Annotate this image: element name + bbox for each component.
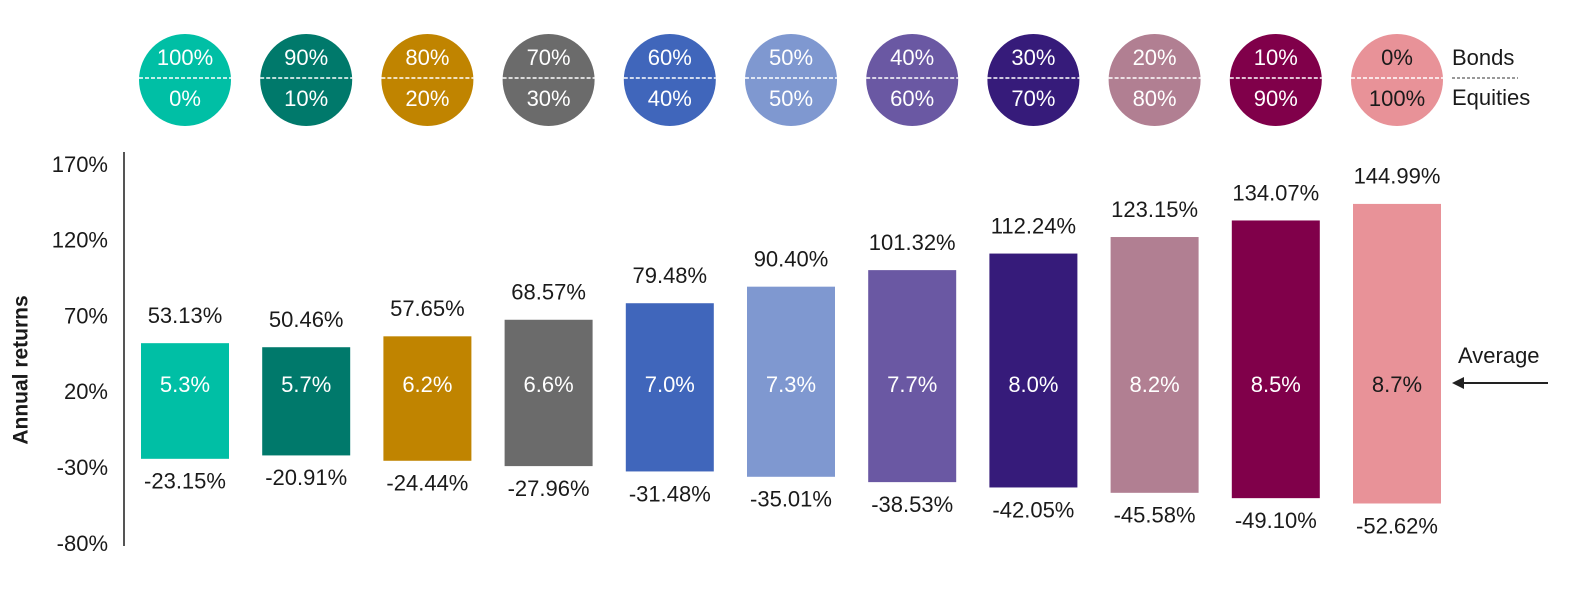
bonds-label: 30% xyxy=(1011,45,1055,70)
equities-label: 10% xyxy=(284,86,328,111)
allocation-circle xyxy=(381,34,474,126)
bar xyxy=(1353,203,1441,504)
max-label: 134.07% xyxy=(1232,180,1319,205)
min-label: -31.48% xyxy=(629,481,711,506)
bar xyxy=(1110,237,1199,493)
average-value: 7.3% xyxy=(766,372,816,397)
average-value: 6.6% xyxy=(524,372,574,397)
y-tick-label: 70% xyxy=(64,303,108,328)
max-label: 50.46% xyxy=(269,307,344,332)
equities-label: 50% xyxy=(769,86,813,111)
bonds-label: 20% xyxy=(1133,45,1177,70)
average-value: 8.5% xyxy=(1251,372,1301,397)
average-value: 5.3% xyxy=(160,372,210,397)
min-label: -42.05% xyxy=(992,497,1074,522)
average-value: 8.0% xyxy=(1008,372,1058,397)
y-tick-label: -80% xyxy=(57,531,108,556)
y-tick-label: 170% xyxy=(52,152,108,177)
max-label: 123.15% xyxy=(1111,197,1198,222)
y-axis-label: Annual returns xyxy=(10,295,33,444)
max-label: 101.32% xyxy=(869,230,956,255)
average-label: Average xyxy=(1458,343,1540,368)
equities-label: 60% xyxy=(890,86,934,111)
bar xyxy=(504,319,593,467)
bonds-label: 80% xyxy=(405,45,449,70)
allocation-circle xyxy=(502,34,595,126)
min-label: -27.96% xyxy=(508,476,590,501)
bar xyxy=(868,270,957,483)
equities-label: 100% xyxy=(1369,86,1425,111)
bonds-label: 0% xyxy=(1381,45,1413,70)
min-label: -38.53% xyxy=(871,492,953,517)
bonds-label: 60% xyxy=(648,45,692,70)
bonds-label: 100% xyxy=(157,45,213,70)
equities-label: 0% xyxy=(169,86,201,111)
average-value: 5.7% xyxy=(281,372,331,397)
min-label: -24.44% xyxy=(386,471,468,496)
bar xyxy=(1231,220,1320,499)
legend-equities: Equities xyxy=(1452,85,1530,110)
average-value: 7.0% xyxy=(645,372,695,397)
bar xyxy=(141,343,229,459)
equities-label: 20% xyxy=(405,86,449,111)
equities-label: 70% xyxy=(1011,86,1055,111)
max-label: 53.13% xyxy=(148,303,223,328)
max-label: 144.99% xyxy=(1354,164,1441,189)
max-label: 79.48% xyxy=(632,263,707,288)
allocation-circle xyxy=(1108,34,1201,126)
allocation-circle xyxy=(745,34,837,126)
allocation-circle xyxy=(623,34,716,126)
bonds-label: 70% xyxy=(527,45,571,70)
bonds-label: 40% xyxy=(890,45,934,70)
max-label: 68.57% xyxy=(511,280,586,305)
y-tick-label: 120% xyxy=(52,228,108,253)
min-label: -45.58% xyxy=(1114,503,1196,528)
bar xyxy=(383,336,472,461)
equities-label: 90% xyxy=(1254,86,1298,111)
allocation-circle xyxy=(866,34,959,126)
legend-bonds: Bonds xyxy=(1452,45,1514,70)
max-label: 90.40% xyxy=(754,246,829,271)
equities-label: 80% xyxy=(1133,86,1177,111)
bar xyxy=(989,253,1078,488)
allocation-circle xyxy=(1351,34,1443,126)
bar xyxy=(262,347,351,456)
min-label: -20.91% xyxy=(265,465,347,490)
bonds-label: 90% xyxy=(284,45,328,70)
bonds-label: 50% xyxy=(769,45,813,70)
average-value: 8.7% xyxy=(1372,372,1422,397)
y-tick-label: 20% xyxy=(64,379,108,404)
allocation-circle xyxy=(139,34,231,126)
allocation-circle xyxy=(987,34,1080,126)
equities-label: 40% xyxy=(648,86,692,111)
max-label: 57.65% xyxy=(390,296,465,321)
allocation-circle xyxy=(1229,34,1322,126)
min-label: -23.15% xyxy=(144,469,226,494)
bar xyxy=(625,303,714,472)
min-label: -49.10% xyxy=(1235,508,1317,533)
average-value: 6.2% xyxy=(402,372,452,397)
min-label: -35.01% xyxy=(750,487,832,512)
bonds-label: 10% xyxy=(1254,45,1298,70)
bar xyxy=(747,286,835,477)
allocation-circle xyxy=(260,34,353,126)
y-tick-label: -30% xyxy=(57,455,108,480)
max-label: 112.24% xyxy=(991,213,1076,238)
min-label: -52.62% xyxy=(1356,513,1438,538)
average-value: 7.7% xyxy=(887,372,937,397)
average-value: 8.2% xyxy=(1130,372,1180,397)
average-arrowhead xyxy=(1452,377,1464,389)
equities-label: 30% xyxy=(527,86,571,111)
